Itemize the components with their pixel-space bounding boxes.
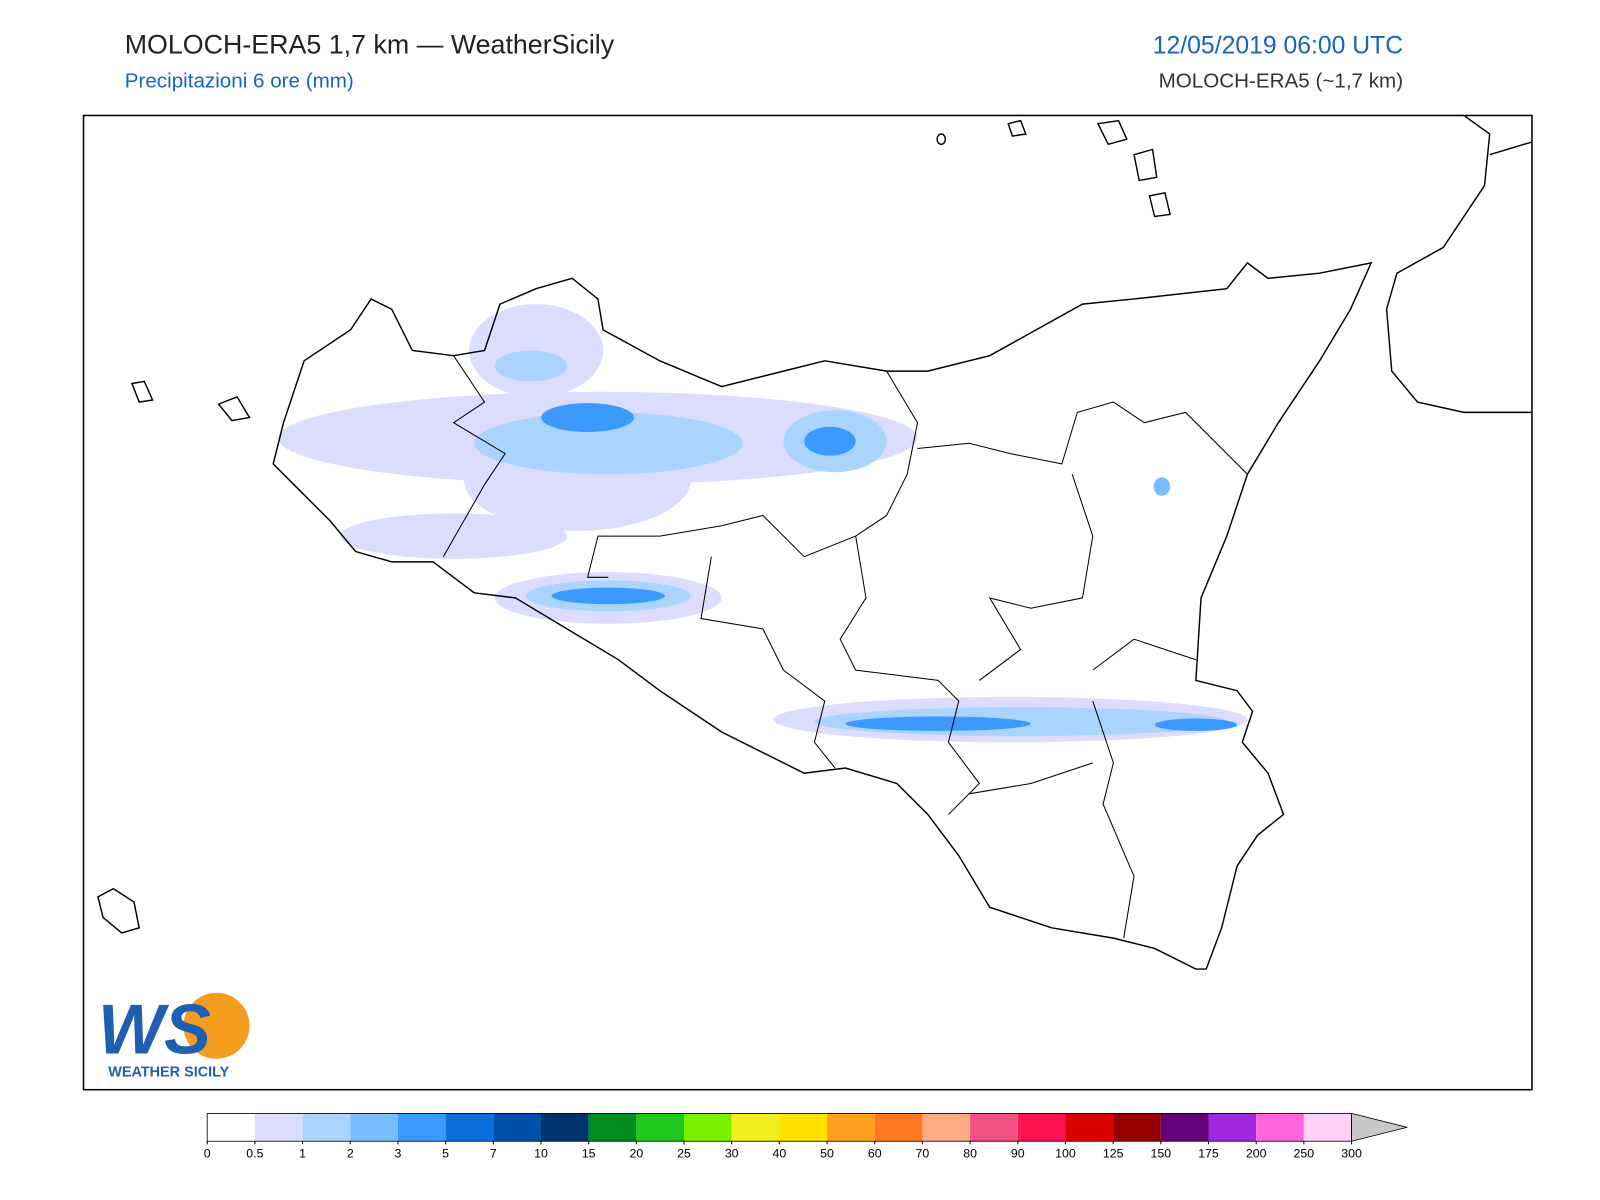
logo-name: WEATHER SICILY [108, 1064, 229, 1080]
colorbar-tick-label: 3 [395, 1147, 402, 1161]
colorbar-swatch [1160, 1113, 1209, 1142]
colorbar-swatch [1065, 1113, 1114, 1142]
colorbar-tick-label: 80 [963, 1147, 977, 1161]
colorbar-tick-label: 7 [490, 1147, 497, 1161]
precip-area [551, 587, 665, 605]
colorbar-tick-label: 200 [1246, 1147, 1267, 1161]
colorbar-swatch [1113, 1113, 1161, 1142]
colorbar-swatch [684, 1113, 732, 1142]
colorbar-swatch [1017, 1113, 1066, 1142]
precipitation [278, 304, 1248, 743]
precip-area [1154, 718, 1238, 731]
colorbar-swatch [922, 1113, 971, 1142]
islands [97, 119, 1171, 934]
colorbar-swatch [302, 1113, 351, 1142]
colorbar-swatch [731, 1113, 780, 1142]
colorbar-swatch [1303, 1113, 1352, 1142]
coastline-calabria [1385, 114, 1532, 414]
precip-area [469, 304, 604, 397]
logo-sun [183, 992, 250, 1059]
precip-area [541, 403, 635, 432]
colorbar-tick-label: 30 [725, 1147, 739, 1161]
colorbar-swatch [1256, 1113, 1304, 1142]
colorbar-swatch [350, 1113, 398, 1142]
logo-letters: WS [98, 991, 211, 1069]
colorbar-swatch [779, 1113, 828, 1142]
colorbar-tick-label: 40 [773, 1147, 787, 1161]
colorbar-swatch [1208, 1113, 1257, 1142]
colorbar-tick-label: 0 [204, 1147, 211, 1161]
colorbar-tick-label: 15 [582, 1147, 596, 1161]
colorbar-tick-label: 60 [868, 1147, 882, 1161]
map-area: WS WEATHER SICILY [82, 114, 1533, 1091]
colorbar-tick-label: 0.5 [246, 1147, 263, 1161]
coastline-sicily [272, 261, 1373, 970]
colorbar-swatch [540, 1113, 589, 1142]
precip-area [494, 350, 568, 382]
colorbar-swatch [445, 1113, 494, 1142]
colorbar-swatch [636, 1113, 685, 1142]
colorbar-tick-label: 250 [1294, 1147, 1315, 1161]
colorbar-tick-label: 5 [442, 1147, 449, 1161]
colorbar-tick-label: 100 [1055, 1147, 1076, 1161]
model-label: MOLOCH-ERA5 (~1,7 km) [1159, 70, 1404, 93]
colorbar-swatch [827, 1113, 875, 1142]
colorbar-swatch [207, 1113, 255, 1142]
colorbar-tick-label: 125 [1103, 1147, 1124, 1161]
precip-area [1153, 477, 1171, 496]
colorbar-tick-label: 1 [299, 1147, 306, 1161]
colorbar-tick-label: 90 [1011, 1147, 1025, 1161]
logo: WS WEATHER SICILY [98, 991, 250, 1080]
colorbar-swatch [254, 1113, 303, 1142]
subtitle: Precipitazioni 6 ore (mm) [125, 70, 354, 93]
precip-area [845, 716, 1031, 731]
colorbar-swatch [493, 1113, 541, 1142]
precip-area [340, 513, 568, 559]
colorbar-tick-label: 300 [1341, 1147, 1362, 1161]
colorbar-tick-label: 10 [534, 1147, 548, 1161]
colorbar-tick-label: 70 [916, 1147, 930, 1161]
title: MOLOCH-ERA5 1,7 km — WeatherSicily [125, 30, 615, 60]
colorbar-swatch [588, 1113, 637, 1142]
colorbar-tick-label: 50 [820, 1147, 834, 1161]
colorbar-tick-label: 150 [1151, 1147, 1172, 1161]
precip-area [474, 412, 743, 475]
colorbar-tick-label: 175 [1198, 1147, 1219, 1161]
datetime: 12/05/2019 06:00 UTC [1153, 33, 1403, 60]
precip-area [804, 426, 856, 456]
colorbar-tick-label: 25 [677, 1147, 691, 1161]
colorbar-swatch [874, 1113, 923, 1142]
colorbar-tick-label: 20 [629, 1147, 643, 1161]
colorbar-swatch [970, 1113, 1018, 1142]
colorbar-tick-label: 2 [347, 1147, 354, 1161]
province-borders [442, 355, 1248, 939]
colorbar-swatch [397, 1113, 446, 1142]
colorbar: 0 0.5 1 2 3 5 7 10 15 20 25 30 40 50 60 70 80 90 100 125 150… [204, 1112, 1408, 1161]
map-frame [82, 114, 1533, 1091]
colorbar-extension [1351, 1112, 1408, 1142]
